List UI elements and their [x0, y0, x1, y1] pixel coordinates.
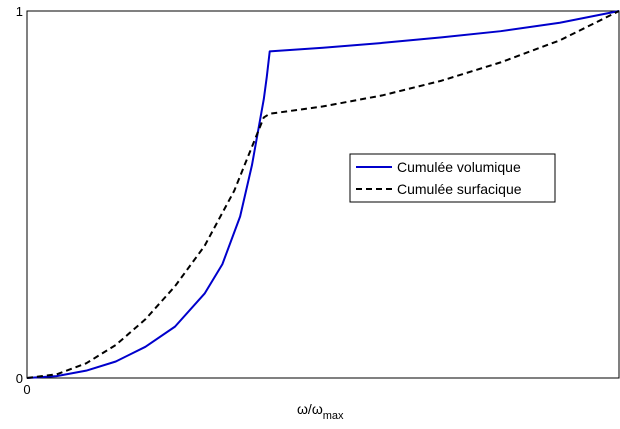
series-group: [26, 10, 620, 379]
y-tick-label-1: 1: [16, 4, 23, 19]
x-axis-label-main: ω/ω: [297, 401, 323, 417]
legend-box: [349, 153, 556, 203]
ticks: 0 1 0: [16, 4, 32, 397]
plot-frame: [26, 10, 620, 379]
x-axis-label: ω/ωmax: [297, 401, 344, 422]
legend-label-0: Cumulée volumique: [397, 159, 521, 175]
series-line-1: [26, 10, 620, 379]
x-axis-label-sub: max: [323, 410, 344, 422]
legend-label-1: Cumulée surfacique: [397, 181, 522, 197]
x-tick-label-0: 0: [23, 382, 30, 397]
series-line-0: [26, 10, 620, 379]
legend: Cumulée volumique Cumulée surfacique: [349, 153, 556, 203]
y-tick-label-0: 0: [16, 371, 23, 386]
